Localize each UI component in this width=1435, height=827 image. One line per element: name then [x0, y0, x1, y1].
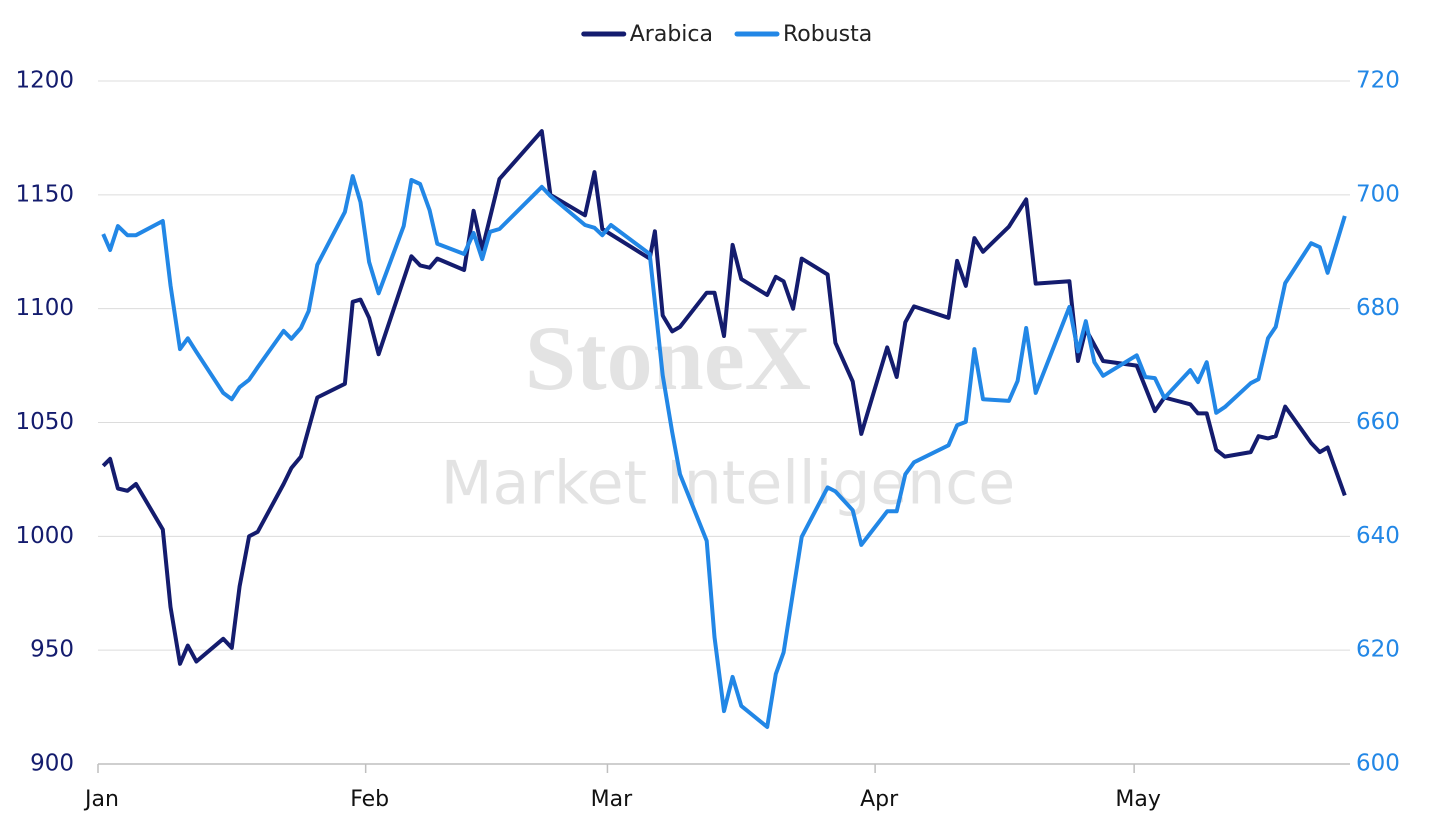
y2-tick-label: 600: [1356, 751, 1400, 777]
y2-tick-label: 720: [1356, 68, 1400, 94]
y2-tick-label: 700: [1356, 181, 1400, 207]
legend-label: Arabica: [630, 22, 713, 47]
legend-item: Arabica: [581, 22, 713, 47]
y2-tick-label: 620: [1356, 637, 1400, 663]
watermark: StoneX Market Intelligence: [441, 307, 1015, 518]
series-line: [101, 174, 1347, 729]
y-tick-label: 1200: [15, 68, 74, 94]
y2-tick-label: 680: [1356, 295, 1400, 321]
y2-tick-label: 660: [1356, 409, 1400, 435]
series-line: [101, 129, 1347, 666]
y-tick-label: 900: [30, 751, 74, 777]
legend: Arabica Robusta: [581, 22, 872, 47]
x-tick-label: Jan: [83, 787, 119, 812]
y-tick-label: 1150: [15, 181, 74, 207]
legend-label: Robusta: [783, 22, 872, 47]
x-tick-label: May: [1115, 787, 1160, 812]
legend-item: Robusta: [734, 22, 872, 47]
y-tick-label: 950: [30, 637, 74, 663]
x-tick-label: Mar: [591, 787, 633, 812]
x-tick-label: Apr: [860, 787, 899, 812]
x-tick-label: Feb: [350, 787, 389, 812]
y2-tick-label: 640: [1356, 523, 1400, 549]
y-tick-label: 1000: [15, 523, 74, 549]
y-tick-label: 1100: [15, 295, 74, 321]
watermark-tagline: Market Intelligence: [441, 449, 1015, 519]
y-tick-label: 1050: [15, 409, 74, 435]
